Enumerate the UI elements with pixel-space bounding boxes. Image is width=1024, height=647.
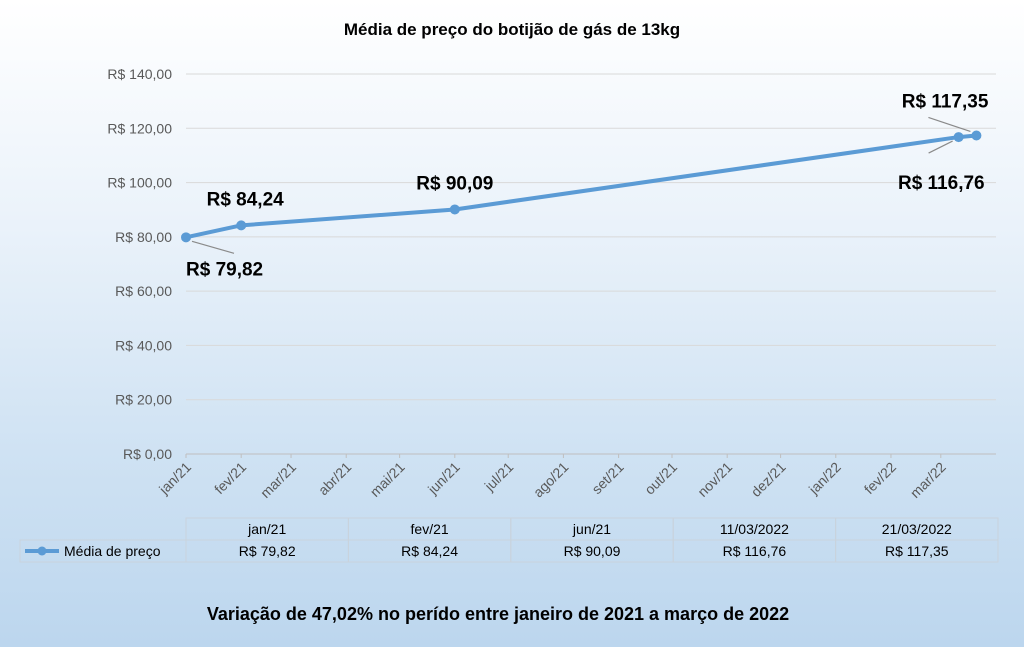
y-tick-label: R$ 60,00 — [115, 283, 172, 299]
table-value: R$ 116,76 — [723, 543, 787, 559]
data-labels: R$ 79,82 R$ 84,24 R$ 90,09 R$ 116,76 R$ 117,… — [186, 91, 989, 280]
table-header: 21/03/2022 — [882, 521, 952, 537]
data-label: R$ 117,35 — [902, 91, 989, 112]
x-axis: jan/21 fev/21 mar/21 abr/21 mai/21 jun/21 jul/… — [155, 454, 949, 501]
x-tick-label: mar/22 — [907, 459, 949, 501]
data-point — [971, 130, 982, 141]
x-tick-label: jan/22 — [805, 459, 844, 498]
y-tick-label: R$ 140,00 — [107, 66, 172, 82]
y-tick-label: R$ 20,00 — [115, 392, 172, 408]
x-tick-label: set/21 — [588, 459, 626, 497]
data-label: R$ 116,76 — [898, 173, 985, 194]
x-tick-label: nov/21 — [694, 459, 735, 500]
x-tick-label: fev/22 — [861, 459, 899, 497]
series-lines — [181, 130, 982, 243]
x-tick-label: abr/21 — [315, 459, 355, 499]
data-label: R$ 90,09 — [416, 173, 493, 194]
table-header: 11/03/2022 — [720, 521, 789, 537]
table-header: jan/21 — [247, 521, 286, 537]
table-value: R$ 117,35 — [885, 543, 949, 559]
data-label: R$ 79,82 — [186, 259, 263, 280]
x-tick-label: fev/21 — [211, 459, 249, 497]
x-tick-label: jun/21 — [424, 459, 463, 498]
y-tick-label: R$ 80,00 — [115, 229, 172, 245]
chart-title: Média de preço do botijão de gás de 13kg — [344, 20, 680, 39]
table-header: jun/21 — [572, 521, 611, 537]
legend-label: Média de preço — [64, 543, 161, 559]
table-value: R$ 90,09 — [564, 543, 621, 559]
legend-marker — [37, 546, 47, 556]
x-tick-label: ago/21 — [530, 459, 572, 501]
table-cell — [835, 539, 999, 563]
y-tick-label: R$ 40,00 — [115, 337, 172, 353]
leader-line — [928, 116, 971, 133]
footer-note: Variação de 47,02% no perído entre janei… — [207, 604, 789, 624]
x-tick-label: dez/21 — [748, 459, 789, 500]
x-tick-label: mai/21 — [367, 459, 408, 500]
leader-line — [191, 240, 235, 254]
series-line — [184, 133, 979, 240]
y-tick-label: R$ 120,00 — [107, 120, 172, 136]
table-header: fev/21 — [411, 521, 449, 537]
table-value: R$ 79,82 — [239, 543, 296, 559]
y-tick-label: R$ 100,00 — [107, 175, 172, 191]
data-point — [953, 132, 964, 143]
x-tick-label: mar/21 — [257, 459, 299, 501]
x-tick-label: jan/21 — [155, 459, 194, 498]
gridlines — [186, 73, 996, 455]
y-axis: R$ 0,00 R$ 20,00 R$ 40,00 R$ 60,00 R$ 80,00 R… — [107, 66, 172, 462]
table-value: R$ 84,24 — [401, 543, 458, 559]
leader-line — [928, 140, 953, 154]
x-tick-label: out/21 — [641, 459, 680, 498]
data-point — [181, 232, 191, 243]
data-point — [236, 220, 247, 231]
x-tick-label: jul/21 — [481, 459, 517, 495]
data-table: jan/21 fev/21 jun/21 11/03/2022 21/03/2022 R$… — [19, 517, 999, 563]
y-tick-label: R$ 0,00 — [123, 446, 172, 462]
data-label: R$ 84,24 — [207, 189, 285, 210]
data-point — [449, 204, 460, 215]
